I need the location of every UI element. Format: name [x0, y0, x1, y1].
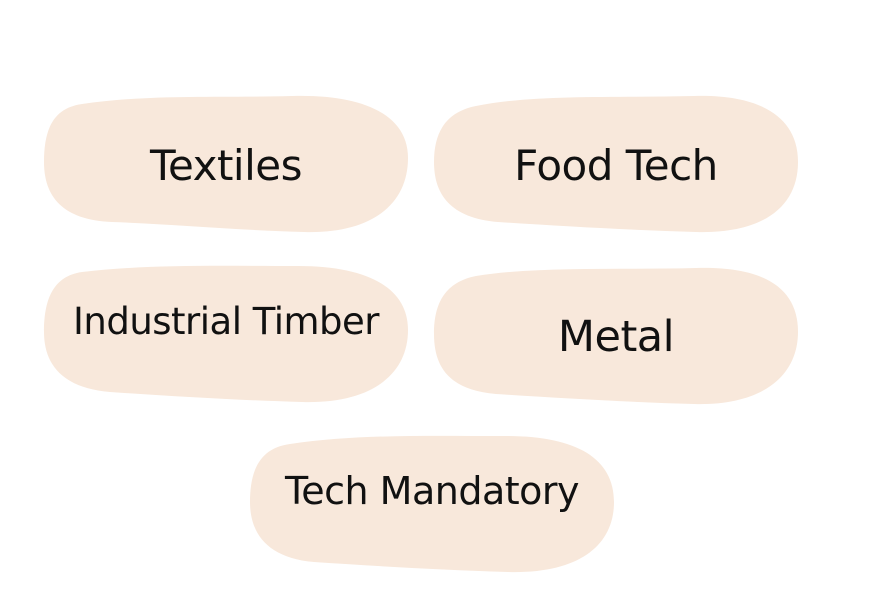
- card-food-tech[interactable]: Food Tech: [432, 92, 800, 234]
- card-blob-shape: [44, 95, 408, 233]
- card-label: Textiles: [149, 140, 303, 190]
- card-industrial-timber[interactable]: Industrial Timber: [42, 262, 410, 404]
- card-label: Tech Mandatory: [284, 469, 580, 513]
- card-label: Food Tech: [514, 140, 718, 190]
- card-label: Metal: [557, 312, 675, 362]
- card-blob-shape: [44, 265, 408, 403]
- card-blob-shape: [434, 267, 798, 405]
- card-tech-mandatory[interactable]: Tech Mandatory: [248, 432, 616, 574]
- card-blob-shape: [434, 95, 798, 233]
- card-blob-shape: [250, 435, 614, 573]
- card-label: Industrial Timber: [72, 299, 380, 343]
- card-metal[interactable]: Metal: [432, 264, 800, 406]
- card-textiles[interactable]: Textiles: [42, 92, 410, 234]
